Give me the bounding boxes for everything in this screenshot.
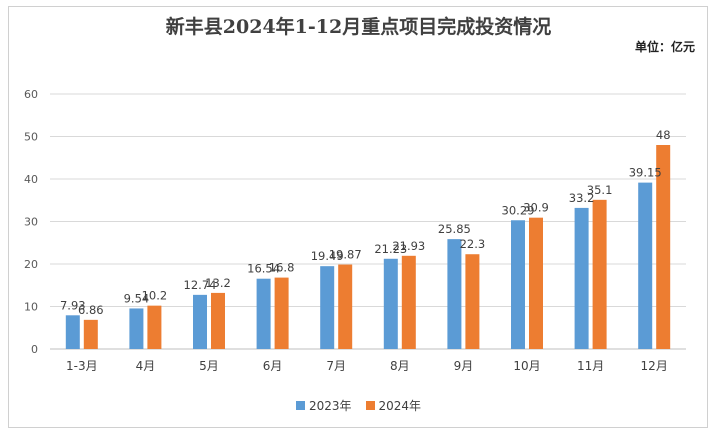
data-label-2023: 21.23 [374,242,407,256]
bar-2023 [511,220,525,349]
bar-2024 [83,319,98,349]
bar-2023 [193,294,207,349]
y-tick-label: 10 [24,301,38,314]
data-label-2023: 7.93 [60,298,86,312]
x-tick-label: 7月 [326,359,346,373]
data-label-2023: 39.15 [629,166,662,180]
data-label-2024: 13.2 [205,276,231,290]
y-tick-label: 40 [24,173,38,186]
bar-2024 [465,254,480,349]
legend-swatch-2024 [365,401,375,410]
data-label-2024: 30.9 [523,201,549,215]
data-label-2024: 6.86 [78,303,104,317]
legend-item-2024: 2024年 [365,397,422,414]
unit-label: 单位：亿元 [634,40,695,54]
bar-2023 [129,308,144,349]
y-tick-label: 30 [24,216,38,229]
x-tick-label: 4月 [136,359,156,373]
bar-2024 [274,277,289,349]
legend-label-2023: 2023年 [308,399,352,413]
legend-swatch-2023 [295,401,305,410]
bar-2024 [147,305,162,349]
x-tick-label: 6月 [263,359,283,373]
data-label-2023: 16.54 [247,262,280,276]
bar-2023 [638,182,653,349]
y-tick-label: 50 [24,131,38,144]
bar-2023 [447,239,462,349]
bar-2024 [338,264,353,349]
data-label-2023: 30.29 [502,203,535,217]
x-tick-label: 8月 [390,359,410,373]
bar-2024 [656,145,671,349]
chart-frame [8,6,708,428]
data-label-2024: 16.8 [269,261,295,275]
bar-2023 [383,258,398,349]
data-label-2023: 25.85 [438,222,471,236]
y-tick-label: 60 [24,88,38,101]
x-tick-label: 9月 [454,359,474,373]
y-tick-label: 20 [24,258,38,271]
bar-2023 [320,266,335,349]
legend-label-2024: 2024年 [378,399,422,413]
data-label-2024: 35.1 [587,183,613,197]
y-tick-label: 0 [31,343,38,356]
data-label-2024: 22.3 [460,237,486,251]
data-label-2024: 10.2 [142,289,168,303]
legend-item-2023: 2023年 [295,397,352,414]
data-label-2023: 33.2 [569,191,595,205]
legend: 2023年 2024年 [0,397,717,414]
data-label-2023: 19.49 [311,249,344,263]
bar-2023 [65,315,80,349]
chart-title: 新丰县2024年1-12月重点项目完成投资情况 [165,16,552,38]
bar-2023 [574,207,589,349]
x-tick-label: 11月 [577,359,604,373]
bar-2023 [256,278,271,349]
x-tick-label: 10月 [513,359,540,373]
x-tick-label: 1-3月 [66,359,98,373]
bar-2024 [529,217,543,349]
bar-2024 [211,292,225,349]
x-tick-label: 12月 [641,359,668,373]
data-label-2023: 9.54 [124,291,150,305]
x-tick-label: 5月 [199,359,219,373]
bar-2024 [592,199,607,349]
data-label-2024: 19.87 [329,248,362,262]
data-label-2023: 12.74 [184,278,217,292]
data-label-2024: 21.93 [392,239,425,253]
bar-2024 [401,255,416,349]
data-label-2024: 48 [656,128,671,142]
